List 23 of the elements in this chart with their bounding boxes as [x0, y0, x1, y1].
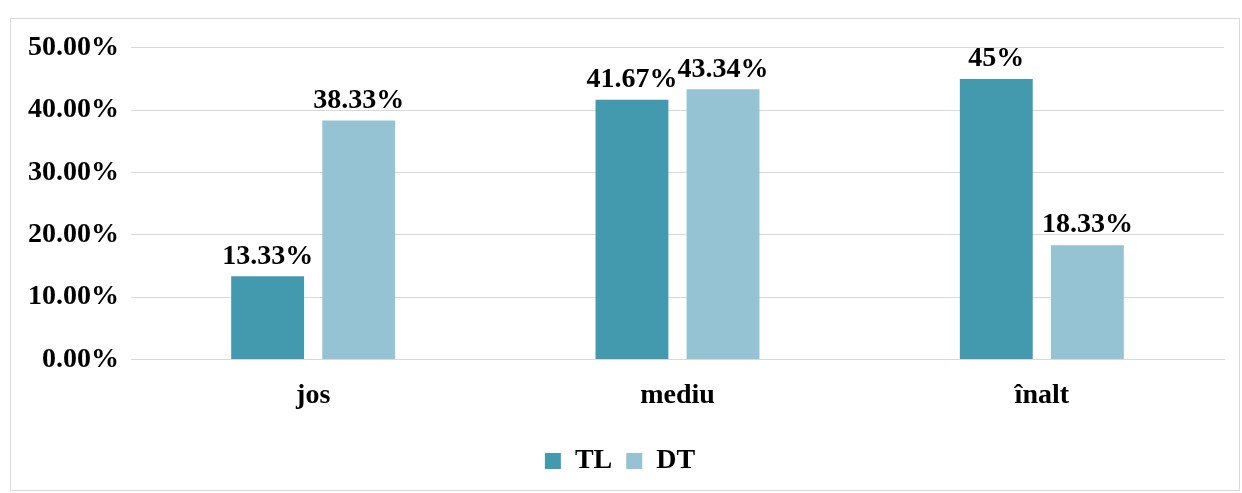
- data-label: 43.34%: [677, 51, 769, 83]
- y-tick-label: 20.00%: [28, 216, 119, 248]
- data-label: 45%: [968, 41, 1025, 73]
- y-tick-label: 10.00%: [28, 279, 119, 311]
- legend-label: DT: [656, 443, 696, 475]
- data-label: 18.33%: [1041, 207, 1133, 239]
- x-tick-label: jos: [295, 378, 331, 410]
- bar: [959, 78, 1033, 359]
- bar: [686, 89, 760, 359]
- data-label: 41.67%: [586, 61, 678, 93]
- bar: [595, 99, 669, 359]
- x-tick-label: înalt: [1013, 378, 1070, 410]
- bar: [322, 120, 396, 359]
- data-label: 38.33%: [313, 82, 405, 114]
- y-tick-label: 30.00%: [28, 154, 119, 186]
- bar: [1050, 245, 1124, 359]
- bar: [231, 276, 305, 359]
- x-tick-label: mediu: [640, 378, 715, 410]
- data-label: 13.33%: [222, 238, 314, 270]
- y-tick-label: 50.00%: [28, 30, 119, 62]
- y-tick-label: 0.00%: [42, 341, 119, 373]
- legend-label: TL: [574, 443, 613, 475]
- y-tick-label: 40.00%: [28, 92, 119, 124]
